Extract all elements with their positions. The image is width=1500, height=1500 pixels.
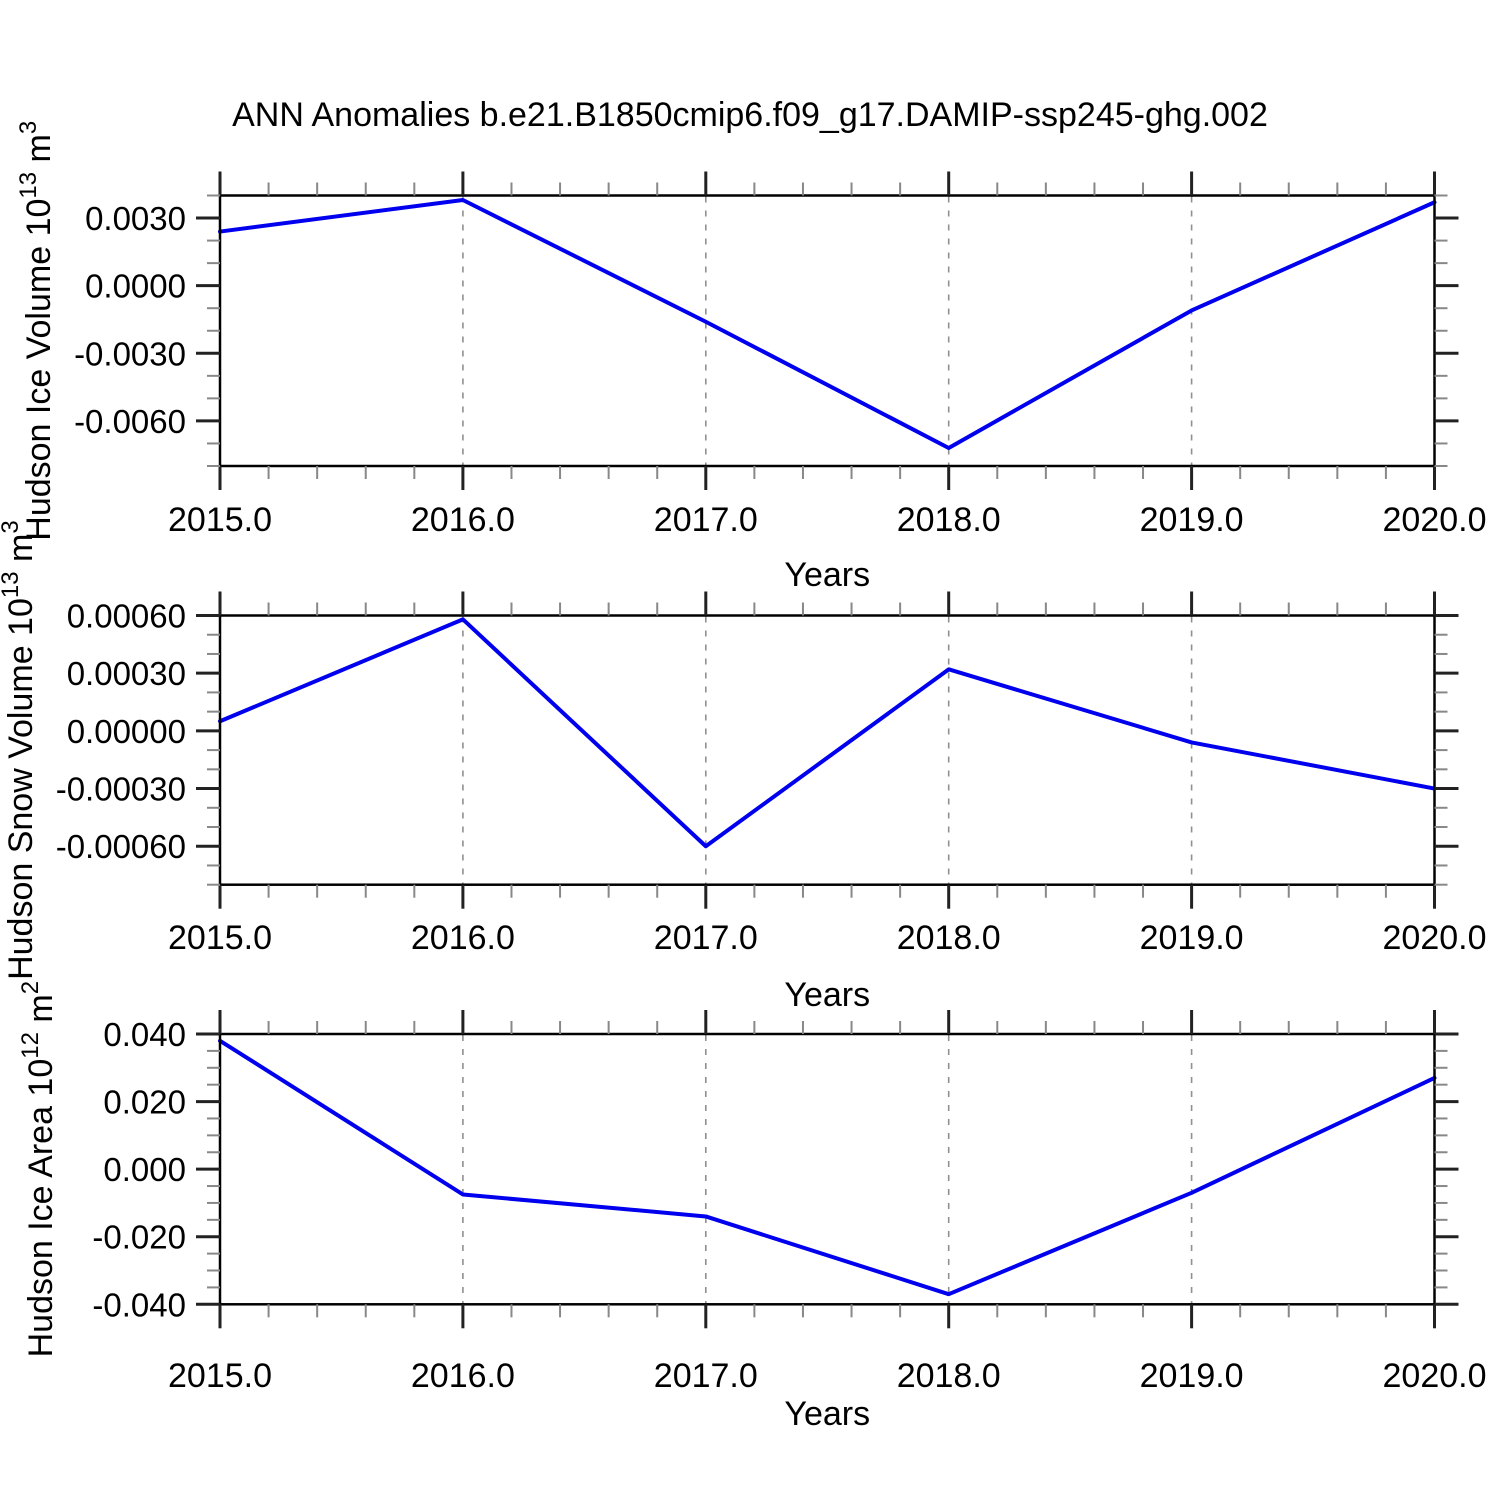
x-axis-title: Years [784, 1395, 870, 1433]
y-tick-label: -0.020 [92, 1219, 186, 1256]
y-tick-label: 0.0000 [85, 268, 186, 305]
x-tick-label: 2020.0 [1383, 501, 1487, 539]
x-tick-label: 2017.0 [654, 1357, 758, 1395]
x-tick-label: 2015.0 [168, 1357, 272, 1395]
plot-frame [218, 1032, 1436, 1306]
y-axis-title: Hudson Snow Volume 1013 m3 [0, 520, 40, 980]
y-tick-label: -0.00030 [56, 771, 186, 808]
y-tick-label: 0.00000 [67, 713, 186, 750]
data-line [218, 617, 1437, 849]
chart-panel-2: 2015.0 2016.0 2017.0 2018.0 2019.0 2020.0 0.04… [17, 981, 1487, 1433]
chart-panel-0: 2015.0 2016.0 2017.0 2018.0 2019.0 2020.0 0.00… [15, 121, 1487, 594]
x-tick-label: 2019.0 [1140, 501, 1244, 539]
plot-title: ANN Anomalies b.e21.B1850cmip6.f09_g17.D… [232, 96, 1268, 134]
plot-frame [218, 194, 1436, 468]
y-tick-label: -0.040 [92, 1286, 186, 1323]
y-tick-label: 0.0030 [85, 200, 186, 237]
data-line [218, 198, 1437, 450]
x-tick-label: 2018.0 [897, 501, 1001, 539]
x-tick-label: 2016.0 [411, 919, 515, 957]
x-axis-title: Years [784, 556, 870, 594]
x-tick-label: 2016.0 [411, 501, 515, 539]
y-tick-label: 0.020 [103, 1084, 186, 1121]
x-tick-label: 2019.0 [1140, 1357, 1244, 1395]
y-tick-label: 0.000 [103, 1151, 186, 1188]
y-tick-label: -0.0060 [74, 403, 186, 440]
y-axis-title: Hudson Ice Area 1012 m2 [17, 981, 60, 1358]
x-tick-label: 2017.0 [654, 501, 758, 539]
x-tick-label: 2017.0 [654, 919, 758, 957]
x-tick-label: 2018.0 [897, 919, 1001, 957]
chart-panel-1: 2015.0 2016.0 2017.0 2018.0 2019.0 2020.0 0.00… [0, 520, 1487, 1014]
x-tick-label: 2020.0 [1383, 1357, 1487, 1395]
plot-frame [218, 614, 1436, 886]
x-tick-label: 2019.0 [1140, 919, 1244, 957]
x-axis-title: Years [784, 976, 870, 1014]
y-axis-title: Hudson Ice Volume 1013 m3 [15, 121, 58, 541]
data-line [218, 1038, 1437, 1297]
x-tick-label: 2020.0 [1383, 919, 1487, 957]
y-tick-label: 0.00060 [67, 598, 186, 635]
x-tick-label: 2015.0 [168, 919, 272, 957]
y-tick-label: -0.0030 [74, 335, 186, 372]
x-tick-label: 2015.0 [168, 501, 272, 539]
x-tick-label: 2018.0 [897, 1357, 1001, 1395]
y-tick-label: 0.040 [103, 1016, 186, 1053]
x-tick-label: 2016.0 [411, 1357, 515, 1395]
y-tick-label: -0.00060 [56, 828, 186, 865]
y-tick-label: 0.00030 [67, 655, 186, 692]
